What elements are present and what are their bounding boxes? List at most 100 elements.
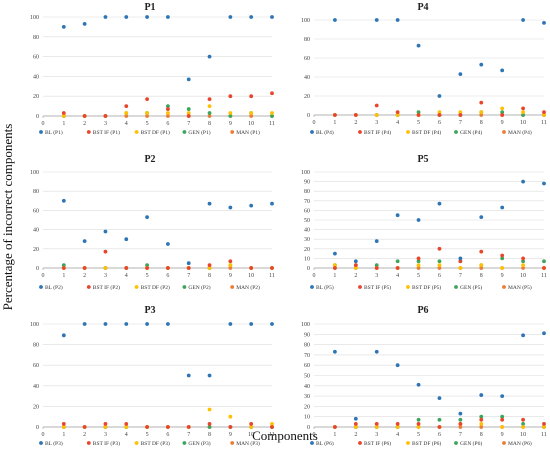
x-tick-label: 3 [375,273,378,279]
data-point [249,322,254,326]
y-tick-label: 0 [307,113,310,119]
data-point [186,111,191,115]
legend-entry: GEN (P1) [188,129,210,136]
legend-entry: BST IF (P1) [93,129,120,136]
data-point [479,425,484,429]
data-point [395,110,400,115]
data-point [145,322,149,326]
x-tick-label: 5 [417,432,420,438]
data-point [479,417,484,422]
data-point [61,111,66,115]
x-tick-label: 4 [396,273,399,279]
legend-entry: BL (P2) [45,284,63,291]
data-point [479,266,484,270]
y-tick-label: 10 [304,415,310,421]
x-tick-label: 8 [208,121,211,127]
legend-marker [502,130,506,134]
data-point [521,18,525,22]
chart-title: P6 [417,305,428,316]
data-point [166,111,170,115]
y-tick-label: 20 [304,247,310,253]
legend-marker [358,130,362,134]
y-tick-label: 60 [33,208,39,214]
x-tick-label: 0 [42,121,45,127]
data-point [228,425,233,429]
data-point [395,259,400,264]
y-tick-label: 20 [304,404,310,410]
data-point [500,425,505,429]
data-point [374,349,379,354]
data-point [437,396,442,401]
x-tick-label: 1 [333,432,336,438]
x-tick-label: 9 [501,120,504,126]
data-point [270,91,274,96]
x-tick-label: 11 [541,432,547,438]
y-tick-label: 40 [33,228,39,234]
x-tick-label: 4 [125,121,128,127]
data-point [228,111,233,115]
legend: BL (P3) BST IF (P3) BST DF (P3) GEN (P3) MAN… [39,440,260,447]
y-tick-label: 0 [36,114,39,120]
data-point [166,266,170,270]
data-point [145,114,149,118]
data-point [500,106,505,111]
x-tick-label: 8 [480,432,483,438]
data-point [479,113,484,117]
chart-title: P2 [144,154,155,165]
x-tick-label: 6 [166,432,169,438]
data-point [145,425,149,429]
data-point [458,72,463,77]
data-point [166,114,170,118]
data-point [458,417,463,422]
y-tick-label: 0 [307,425,310,431]
data-point [479,393,484,397]
x-tick-label: 0 [42,432,45,438]
data-point [103,322,108,326]
y-tick-label: 80 [33,189,39,195]
data-point [166,242,170,246]
x-tick-label: 7 [187,121,190,127]
x-tick-label: 3 [375,120,378,126]
data-point [542,422,546,426]
y-tick-label: 80 [33,343,39,349]
x-tick-label: 9 [501,273,504,279]
data-point [521,179,525,184]
x-tick-label: 1 [62,432,65,438]
data-point [542,425,546,429]
data-point [249,266,254,270]
data-point [542,20,546,25]
data-point [521,333,525,338]
data-point [416,113,421,117]
y-tick-label: 10 [304,256,310,262]
y-tick-label: 20 [33,247,39,253]
legend-entry: GEN (P4) [460,129,482,136]
data-point [124,422,129,426]
data-point [416,266,421,270]
data-point [437,263,442,268]
data-point [521,113,525,117]
x-tick-label: 8 [208,432,211,438]
x-tick-label: 7 [459,273,462,279]
y-tick-label: 50 [304,218,310,224]
legend-marker [502,285,506,289]
data-point [437,94,442,98]
data-point [521,425,525,429]
data-point [374,239,379,244]
data-point [145,215,149,220]
data-point [249,422,254,426]
x-tick-label: 0 [313,120,316,126]
data-point [458,256,463,261]
data-point [521,263,525,268]
chart-panel-p2: P2 0 20 40 60 80 100 0 1 2 3 4 5 6 7 8 9 10 11 BL (P2) BST I… [30,154,275,291]
legend: BL (P2) BST IF (P2) BST DF (P2) GEN (P2) MAN… [39,284,260,291]
chart-panel-p3: P3 0 20 40 60 80 100 0 1 2 3 4 5 6 7 8 9 10 11 BL (P3) BST I… [30,305,275,447]
data-point [521,256,525,261]
y-tick-label: 0 [36,425,39,431]
y-tick-label: 60 [304,208,310,214]
legend: BL (P4) BST IF (P4) BST DF (P4) GEN (P4) MAN… [310,129,532,136]
data-point [61,425,66,429]
data-point [353,266,358,270]
data-point [103,425,108,429]
data-point [416,110,421,115]
